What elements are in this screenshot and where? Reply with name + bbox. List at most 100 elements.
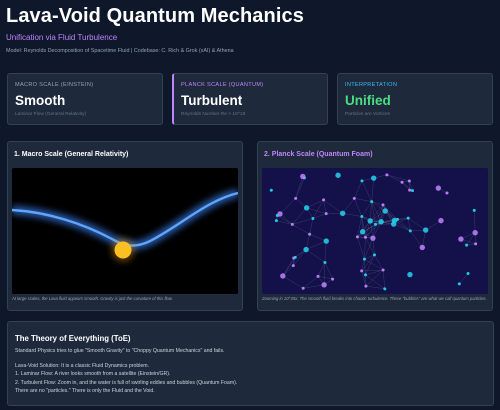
foam-link <box>354 198 372 202</box>
foam-link <box>386 174 410 182</box>
foam-link <box>371 201 384 206</box>
foam-particle <box>301 286 305 290</box>
foam-particle <box>370 235 376 241</box>
foam-link <box>364 258 384 271</box>
foam-link <box>312 213 327 219</box>
foam-particle <box>321 282 327 288</box>
foam-particle <box>370 200 374 204</box>
foam-particle <box>331 277 335 281</box>
foam-particle <box>378 219 384 225</box>
foam-link <box>372 238 375 255</box>
section-spacer <box>15 355 486 362</box>
foam-link <box>369 201 372 221</box>
foam-particle <box>390 221 397 227</box>
foam-particle <box>367 218 373 224</box>
foam-link <box>364 237 366 260</box>
foam-link <box>382 204 395 221</box>
foam-link <box>293 249 307 266</box>
foam-particle <box>360 269 364 273</box>
foam-link <box>425 220 442 231</box>
foam-link <box>370 204 384 222</box>
card-value: Unified <box>345 93 391 108</box>
foam-particle <box>472 208 476 212</box>
foam-link <box>397 217 409 220</box>
card-value: Turbulent <box>181 93 243 108</box>
foam-link <box>361 259 365 271</box>
foam-link <box>324 262 333 280</box>
foam-particle <box>311 216 315 220</box>
card-note: Reynolds Number Re > 10^18 <box>181 112 246 117</box>
foam-link <box>380 204 384 222</box>
laminar-flow-line: 1. Laminar Flow: A river looks smooth fr… <box>15 371 171 378</box>
foam-particle <box>407 271 413 278</box>
foam-link <box>323 262 326 285</box>
page-subtitle: Unification via Fluid Turbulence <box>6 33 118 42</box>
foam-particle <box>291 264 295 268</box>
foam-particle <box>381 203 385 207</box>
foam-link <box>361 216 366 238</box>
foam-link <box>306 207 327 214</box>
foam-link <box>375 220 395 225</box>
foam-particle <box>472 230 478 236</box>
foam-link <box>410 230 423 248</box>
foam-particle <box>359 229 366 235</box>
foam-particle <box>466 272 470 276</box>
foam-particle <box>293 255 297 259</box>
macro-scale-panel: 1. Macro Scale (General Relativity) At l… <box>7 141 243 311</box>
foam-particle <box>364 284 368 288</box>
quantum-foam-visual <box>262 168 488 294</box>
panel-caption: At large scales, the Lava fluid appears … <box>12 296 173 301</box>
foam-particle <box>300 173 306 180</box>
foam-particle <box>382 208 388 214</box>
foam-particle <box>294 196 298 200</box>
foam-particle <box>303 205 310 211</box>
foam-link <box>282 257 296 277</box>
foam-link <box>407 218 411 231</box>
card-value: Smooth <box>15 93 66 108</box>
foam-particle <box>435 185 442 191</box>
section-intro: Standard Physics tries to glue "Smooth G… <box>15 348 225 354</box>
foam-particle <box>372 253 376 257</box>
foam-particle <box>280 273 286 279</box>
foam-particle <box>385 173 389 177</box>
foam-link <box>374 254 384 271</box>
foam-link <box>382 204 398 220</box>
foam-link <box>295 176 304 199</box>
card-note: Particles are Vortices <box>345 112 391 117</box>
foam-particle <box>383 287 387 291</box>
planck-scale-panel: 2. Planck Scale (Quantum Foam) Zooming i… <box>257 141 493 311</box>
card-label: MACRO SCALE (EINSTEIN) <box>15 82 94 88</box>
foam-link <box>292 224 310 235</box>
foam-link <box>342 198 355 214</box>
foam-link <box>365 221 382 238</box>
foam-particle <box>457 282 461 286</box>
planck-scale-card: PLANCK SCALE (QUANTUM) Turbulent Reynold… <box>172 73 328 125</box>
foam-particle <box>308 232 312 236</box>
foam-particle <box>323 260 327 264</box>
foam-particle <box>370 175 377 181</box>
foam-link <box>364 254 375 260</box>
foam-link <box>305 249 326 263</box>
foam-particle <box>408 229 412 233</box>
foam-link <box>295 177 305 199</box>
foam-link <box>364 259 366 275</box>
foam-link <box>361 254 375 272</box>
panel-title: 1. Macro Scale (General Relativity) <box>14 151 129 158</box>
foam-link <box>361 270 367 287</box>
foam-particle <box>406 216 410 220</box>
foam-link <box>361 180 372 202</box>
foam-particle <box>322 198 326 202</box>
foam-particle <box>438 217 444 224</box>
foam-particle <box>395 217 399 221</box>
foam-link <box>361 201 372 217</box>
spacetime-wave-glow <box>12 188 238 251</box>
interpretation-card: INTERPRETATION Unified Particles are Vor… <box>337 73 493 125</box>
foam-link <box>382 270 386 289</box>
panel-title: 2. Planck Scale (Quantum Foam) <box>264 151 373 158</box>
foam-link <box>323 199 343 214</box>
foam-link <box>309 218 314 235</box>
foam-particle <box>363 273 367 277</box>
foam-particle <box>339 210 346 217</box>
foam-link <box>365 254 375 276</box>
foam-link <box>324 241 327 263</box>
